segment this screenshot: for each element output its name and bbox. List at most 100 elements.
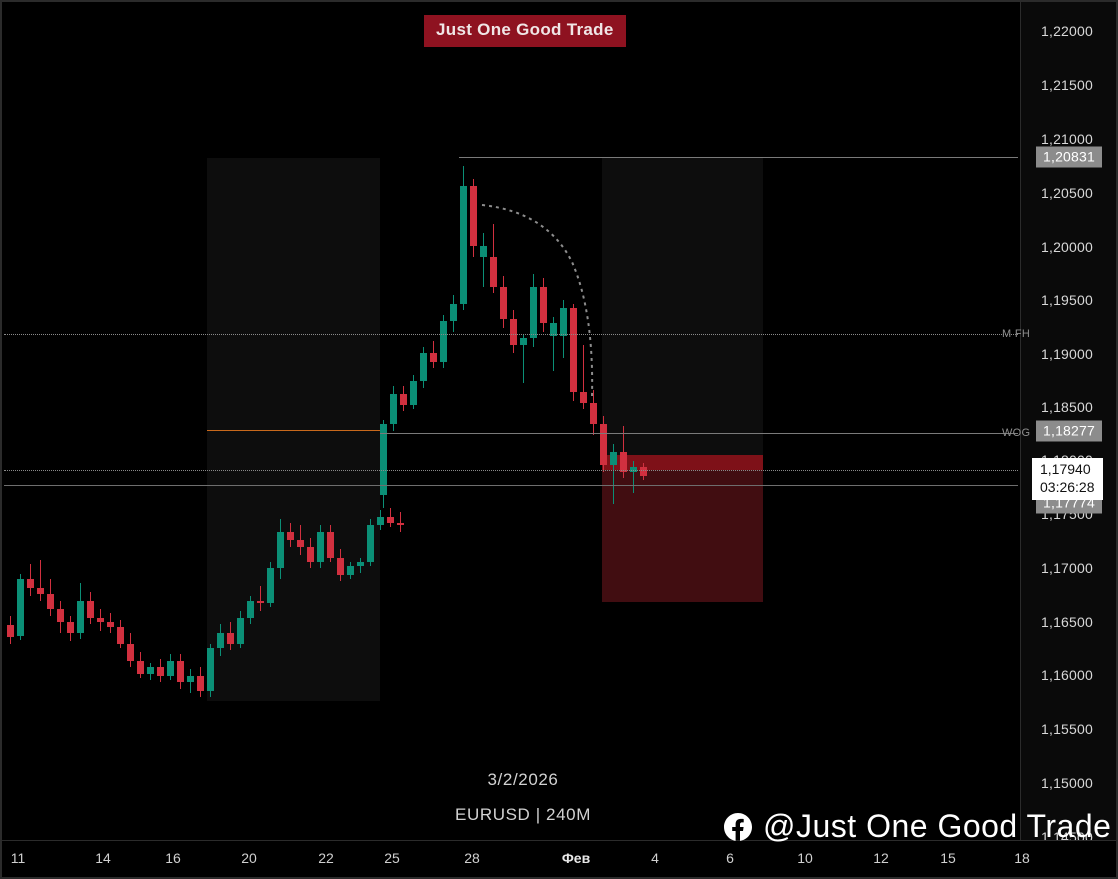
price-tick: 1,16500 xyxy=(1041,614,1094,630)
candle-body xyxy=(430,353,437,362)
candle-body xyxy=(377,516,384,526)
price-tick: 1,17000 xyxy=(1041,560,1094,576)
candle-body xyxy=(137,660,144,674)
current-price-tooltip: 1,17940 03:26:28 xyxy=(1032,458,1103,500)
chart-plot-area[interactable] xyxy=(2,2,1018,840)
m-fh-label: M FH xyxy=(1002,328,1031,340)
candle-wick xyxy=(400,512,401,532)
time-tick: 18 xyxy=(1014,850,1030,866)
candle-body xyxy=(57,609,64,623)
watermark-handle: @Just One Good Trade xyxy=(763,808,1112,844)
candle-wick xyxy=(613,443,614,504)
tooltip-price: 1,17940 xyxy=(1040,461,1091,477)
candle-body xyxy=(530,286,537,339)
candle-body xyxy=(207,647,214,691)
candle-body xyxy=(317,531,324,562)
session-shade-right xyxy=(602,158,763,602)
stop-line[interactable] xyxy=(4,485,1018,486)
entry-dotted-line[interactable] xyxy=(4,470,1018,471)
candle-body xyxy=(490,256,497,287)
m-fh-line[interactable] xyxy=(4,334,1018,335)
asia-range-line[interactable] xyxy=(207,430,380,431)
candle-body xyxy=(480,245,487,257)
candle-body xyxy=(337,557,344,575)
time-tick: 15 xyxy=(940,850,956,866)
symbol-timeframe-caption: EURUSD | 240M xyxy=(455,805,591,824)
time-axis[interactable]: 11 14 16 20 22 25 28 Фев 4 6 10 12 15 18 xyxy=(2,840,1116,877)
time-tick: 11 xyxy=(10,850,26,866)
time-tick: Фев xyxy=(561,850,591,866)
candle-body xyxy=(560,308,567,337)
candle-body xyxy=(87,600,94,618)
facebook-icon xyxy=(722,811,754,843)
price-tick: 1,20000 xyxy=(1041,239,1094,255)
candle-body xyxy=(620,452,627,472)
price-tick: 1,21500 xyxy=(1041,77,1094,93)
candle-body xyxy=(257,600,264,603)
price-tick: 1,20500 xyxy=(1041,185,1094,201)
candle-body xyxy=(380,424,387,496)
short-position-risk-box[interactable] xyxy=(602,455,763,602)
candle-body xyxy=(460,185,467,304)
candle-body xyxy=(550,323,557,337)
price-tick: 1,19500 xyxy=(1041,292,1094,308)
time-tick: 22 xyxy=(318,850,334,866)
watermark: @Just One Good Trade xyxy=(722,808,1111,845)
price-tick: 1,16000 xyxy=(1041,667,1094,683)
candle-body xyxy=(217,632,224,648)
candle-body xyxy=(540,286,547,324)
candle-body xyxy=(117,627,124,644)
time-tick: 16 xyxy=(165,850,181,866)
candle-body xyxy=(277,531,284,569)
candle-body xyxy=(7,625,14,638)
wog-level-tag[interactable]: 1,18277 xyxy=(1036,420,1103,442)
candle-body xyxy=(630,467,637,472)
candle-body xyxy=(157,667,164,676)
candle-wick xyxy=(553,316,554,371)
risk-box-entry-band xyxy=(602,455,763,470)
wog-line[interactable] xyxy=(380,433,1018,434)
candle-body xyxy=(47,594,54,610)
time-tick: 20 xyxy=(241,850,257,866)
candle-body xyxy=(267,568,274,603)
candle-body xyxy=(400,394,407,405)
candle-body xyxy=(27,579,34,588)
candle-wick xyxy=(583,344,584,410)
candle-body xyxy=(390,394,397,425)
price-tick: 1,18500 xyxy=(1041,399,1094,415)
session-shade-left xyxy=(207,158,380,701)
candle-body xyxy=(357,561,364,567)
candle-body xyxy=(187,675,194,683)
candle-wick xyxy=(483,233,484,287)
candle-wick xyxy=(300,525,301,556)
candle-body xyxy=(590,402,597,425)
swing-high-line[interactable] xyxy=(459,157,1018,158)
tooltip-countdown: 03:26:28 xyxy=(1040,478,1095,495)
time-tick: 25 xyxy=(384,850,400,866)
chart-title-banner: Just One Good Trade xyxy=(424,15,626,47)
candle-body xyxy=(570,308,577,393)
candle-body xyxy=(600,424,607,466)
candle-body xyxy=(610,452,617,466)
time-tick: 10 xyxy=(797,850,813,866)
candle-body xyxy=(397,523,404,526)
candle-body xyxy=(500,286,507,319)
candle-body xyxy=(410,381,417,405)
candle-wick xyxy=(623,426,624,479)
candle-wick xyxy=(260,585,261,612)
high-level-tag[interactable]: 1,20831 xyxy=(1036,146,1103,168)
candle-body xyxy=(420,353,427,382)
candle-body xyxy=(177,660,184,683)
candle-wick xyxy=(523,334,524,384)
candle-body xyxy=(127,643,134,661)
candle-body xyxy=(237,617,244,644)
time-tick: 4 xyxy=(651,850,659,866)
candle-body xyxy=(470,185,477,246)
candle-body xyxy=(147,667,154,674)
candle-body xyxy=(450,303,457,322)
time-tick: 6 xyxy=(726,850,734,866)
time-tick: 12 xyxy=(873,850,889,866)
candle-body xyxy=(227,632,234,644)
candle-body xyxy=(327,531,334,558)
